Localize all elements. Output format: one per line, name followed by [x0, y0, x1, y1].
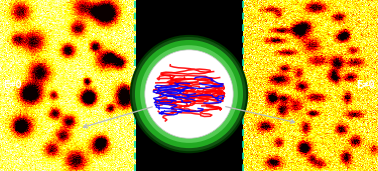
Text: E≠0: E≠0 — [356, 81, 375, 90]
Ellipse shape — [140, 45, 238, 143]
Ellipse shape — [131, 36, 247, 152]
Ellipse shape — [145, 50, 233, 138]
Ellipse shape — [135, 40, 243, 148]
Text: E=0: E=0 — [3, 81, 22, 90]
